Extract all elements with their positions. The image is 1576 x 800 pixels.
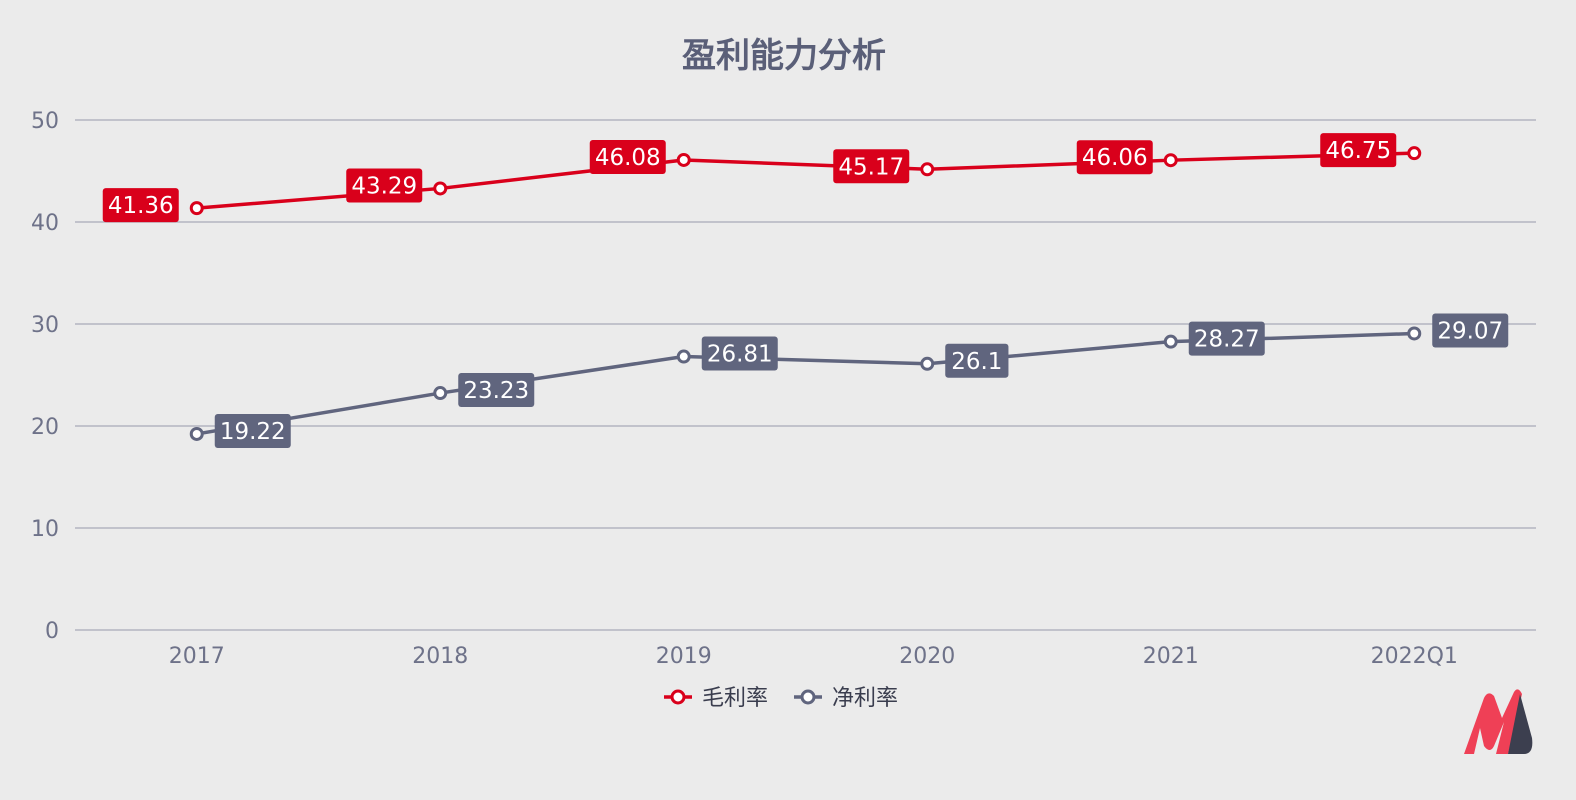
data-label-box: [833, 149, 910, 184]
chart-title: 盈利能力分析: [682, 36, 886, 76]
data-label-box: [945, 343, 1009, 378]
data-point: [676, 152, 691, 167]
data-label: 46.08: [589, 139, 666, 174]
data-label-text: 46.06: [1082, 145, 1148, 171]
y-tick-label: 30: [31, 313, 59, 338]
data-label-text: 28.27: [1194, 327, 1260, 353]
series-layer: 41.36 43.29 46.08 45.17 46.06 46.75 19.22 23.23…: [102, 133, 1509, 448]
legend-label: 净利率: [832, 686, 898, 711]
data-point: [1407, 146, 1422, 161]
data-label-text: 29.07: [1437, 318, 1503, 344]
x-tick-label: 2017: [169, 644, 225, 669]
y-tick-label: 0: [45, 619, 59, 644]
data-label: 41.36: [102, 188, 179, 223]
data-label-box: [1076, 140, 1153, 175]
legend-item[interactable]: 净利率: [794, 686, 898, 711]
legend-marker-icon: [670, 689, 686, 705]
x-axis-ticks: 2017 2018 2019 2020 2021 2022Q1: [169, 644, 1458, 669]
data-label-text: 45.17: [838, 154, 904, 180]
y-tick-label: 40: [31, 211, 59, 236]
data-label: 46.06: [1076, 140, 1153, 175]
data-point: [1407, 326, 1422, 341]
data-label-text: 26.1: [951, 349, 1002, 375]
data-label-text: 43.29: [351, 173, 417, 199]
data-label-box: [1432, 313, 1509, 348]
data-label: 23.23: [458, 373, 535, 408]
y-tick-label: 50: [31, 109, 59, 134]
data-label: 29.07: [1432, 313, 1509, 348]
data-label-box: [214, 413, 291, 448]
data-point: [1163, 334, 1178, 349]
data-point: [433, 181, 448, 196]
data-point: [189, 201, 204, 216]
legend-label: 毛利率: [702, 686, 768, 711]
data-label-box: [1320, 133, 1397, 168]
data-label: 45.17: [833, 149, 910, 184]
data-label-text: 41.36: [108, 193, 174, 219]
legend-marker-icon: [800, 689, 816, 705]
data-label: 19.22: [214, 413, 291, 448]
data-label: 28.27: [1188, 321, 1265, 356]
legend-item[interactable]: 毛利率: [664, 686, 768, 711]
data-point: [433, 386, 448, 401]
data-label: 26.81: [701, 336, 778, 371]
data-label-text: 46.75: [1325, 138, 1391, 164]
data-point: [920, 356, 935, 371]
grid-lines: [75, 119, 1536, 631]
x-tick-label: 2020: [899, 644, 955, 669]
data-label-box: [102, 188, 179, 223]
data-point: [1163, 153, 1178, 168]
data-label-box: [1188, 321, 1265, 356]
data-label-text: 26.81: [707, 342, 773, 368]
data-label: 46.75: [1320, 133, 1397, 168]
brand-logo-icon: [1464, 689, 1533, 754]
x-tick-label: 2018: [412, 644, 468, 669]
y-axis-ticks: 0 10 20 30 40 50: [31, 109, 59, 644]
x-tick-label: 2022Q1: [1371, 644, 1458, 669]
series-2: 19.22 23.23 26.81 26.1 28.27 29.07: [189, 313, 1509, 448]
series-1: 41.36 43.29 46.08 45.17 46.06 46.75: [102, 133, 1422, 223]
data-point: [189, 426, 204, 441]
data-label-box: [458, 373, 535, 408]
x-tick-label: 2021: [1143, 644, 1199, 669]
data-label-box: [589, 139, 666, 174]
legend: 毛利率 净利率: [664, 686, 898, 711]
data-label-box: [346, 168, 423, 203]
data-label: 26.1: [945, 343, 1009, 378]
data-label-box: [701, 336, 778, 371]
y-tick-label: 20: [31, 415, 59, 440]
data-label: 43.29: [346, 168, 423, 203]
y-tick-label: 10: [31, 517, 59, 542]
x-tick-label: 2019: [656, 644, 712, 669]
data-label-text: 19.22: [220, 419, 286, 445]
data-label-text: 46.08: [595, 145, 661, 171]
data-label-text: 23.23: [463, 378, 529, 404]
data-point: [920, 162, 935, 177]
data-point: [676, 349, 691, 364]
